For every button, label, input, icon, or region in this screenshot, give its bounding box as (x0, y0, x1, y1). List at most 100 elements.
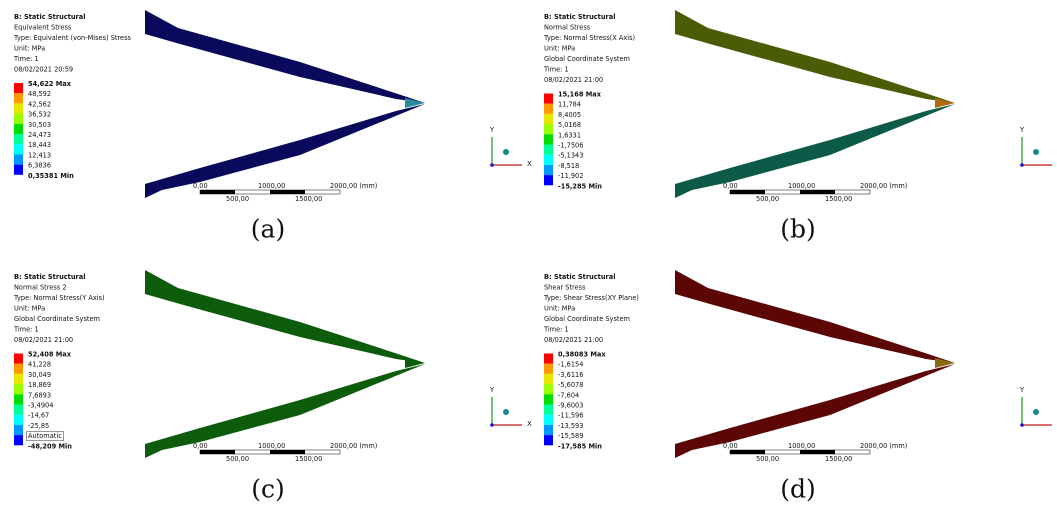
scale-label: 1500,00 (825, 455, 852, 463)
legend-label: 0,35381 Min (28, 172, 74, 180)
result-panel: B: Static StructuralEquivalent StressTyp… (13, 10, 532, 244)
legend-swatch (14, 384, 23, 394)
legend-swatch (14, 354, 23, 364)
legend-label: -11,902 (558, 172, 583, 180)
axis-label: Y (489, 386, 495, 394)
legend-swatch (544, 374, 553, 384)
scale-label: 1000,00 (788, 182, 815, 190)
scale-label: 2000,00 (mm) (330, 182, 377, 190)
legend-swatch (14, 405, 23, 415)
header-line: Type: Shear Stress(XY Plane) (543, 294, 639, 302)
legend-label: 8,4005 (558, 111, 581, 119)
legend-swatch (544, 394, 553, 404)
scale-label: 1000,00 (788, 442, 815, 450)
panel-caption: (b) (780, 215, 816, 244)
legend-swatch (544, 435, 553, 445)
scale-label: 0,00 (723, 182, 738, 190)
scale-label: 2000,00 (mm) (860, 182, 907, 190)
legend-swatch (544, 124, 553, 134)
view-ball (503, 149, 509, 155)
legend-label: Automatic (28, 432, 62, 440)
legend-label: -3,4904 (28, 402, 53, 410)
header-line: Global Coordinate System (14, 315, 100, 323)
header-line: Unit: MPa (544, 45, 575, 53)
axis-label: X (527, 160, 532, 168)
header-line: 08/02/2021 21:00 (544, 336, 603, 344)
frame-upper-arm (675, 10, 955, 103)
legend-swatch (14, 93, 23, 103)
header-line: Unit: MPa (14, 305, 45, 313)
legend-label: -17,585 Min (558, 442, 602, 450)
header-line: Equivalent Stress (14, 24, 72, 32)
header-line: Time: 1 (543, 66, 569, 74)
legend-swatch (544, 354, 553, 364)
legend-label: -9,6003 (558, 402, 583, 410)
legend-label: 11,784 (558, 101, 581, 109)
legend-label: -1,7506 (558, 142, 583, 150)
scale-label: 1000,00 (258, 182, 285, 190)
legend-swatch (544, 134, 553, 144)
header-line: Time: 1 (13, 326, 39, 334)
legend-label: 36,532 (28, 111, 51, 119)
header-line: Global Coordinate System (544, 55, 630, 63)
scale-label: 2000,00 (mm) (860, 442, 907, 450)
axis-origin (490, 423, 494, 427)
legend-swatch (544, 145, 553, 155)
header-line: Type: Normal Stress(Y Axis) (13, 294, 105, 302)
legend-swatch (14, 364, 23, 374)
legend-swatch (544, 364, 553, 374)
header-line: Unit: MPa (544, 305, 575, 313)
legend-label: -7,604 (558, 391, 579, 399)
legend-label: 41,228 (28, 361, 51, 369)
scale-bar-block (800, 450, 835, 454)
legend-label: 24,473 (28, 131, 51, 139)
scale-label: 500,00 (226, 455, 249, 463)
legend-swatch (544, 165, 553, 175)
scale-label: 1500,00 (295, 455, 322, 463)
panel-caption: (d) (780, 475, 816, 504)
legend-label: -1,6154 (558, 361, 583, 369)
view-ball (1033, 149, 1039, 155)
header-line: Unit: MPa (14, 45, 45, 53)
panel-caption: (c) (251, 475, 285, 504)
axis-label: X (527, 420, 532, 428)
page: {"panels": [ {"caption": "(a)", "header"… (0, 0, 1057, 519)
legend-label: 30,049 (28, 371, 51, 379)
scale-label: 0,00 (193, 442, 208, 450)
header-line: 08/02/2021 21:00 (544, 76, 603, 84)
legend-label: 6,3836 (28, 162, 51, 170)
axis-origin (1020, 163, 1024, 167)
legend-swatch (544, 425, 553, 435)
legend-label: -8,518 (558, 162, 579, 170)
legend-swatch (14, 114, 23, 124)
legend-label: -48,209 Min (28, 442, 72, 450)
legend-swatch (14, 83, 23, 93)
scale-bar-block (730, 190, 765, 194)
axis-origin (490, 163, 494, 167)
legend-label: 42,562 (28, 100, 51, 108)
scale-bar-block (800, 190, 835, 194)
legend-label: 18,443 (28, 141, 51, 149)
scale-label: 500,00 (226, 195, 249, 203)
legend-label: -13,593 (558, 422, 583, 430)
header-line: Normal Stress (544, 24, 591, 32)
scale-bar-block (730, 450, 765, 454)
legend-swatch (14, 124, 23, 134)
legend-label: 1,6331 (558, 131, 581, 139)
legend-label: 15,168 Max (558, 91, 602, 99)
legend-swatch (14, 154, 23, 164)
legend-label: -25,85 (28, 422, 49, 430)
legend-label: 30,503 (28, 121, 51, 129)
header-line: Global Coordinate System (544, 315, 630, 323)
legend-label: -3,6116 (558, 371, 583, 379)
legend-label: 5,0168 (558, 121, 581, 129)
legend-swatch (14, 103, 23, 113)
view-ball (1033, 409, 1039, 415)
scale-label: 2000,00 (mm) (330, 442, 377, 450)
legend-label: -11,596 (558, 412, 583, 420)
scale-bar-block (270, 190, 305, 194)
frame-upper-arm (145, 270, 425, 363)
header-line: Type: Equivalent (von-Mises) Stress (13, 34, 132, 42)
legend-label: 48,592 (28, 90, 51, 98)
